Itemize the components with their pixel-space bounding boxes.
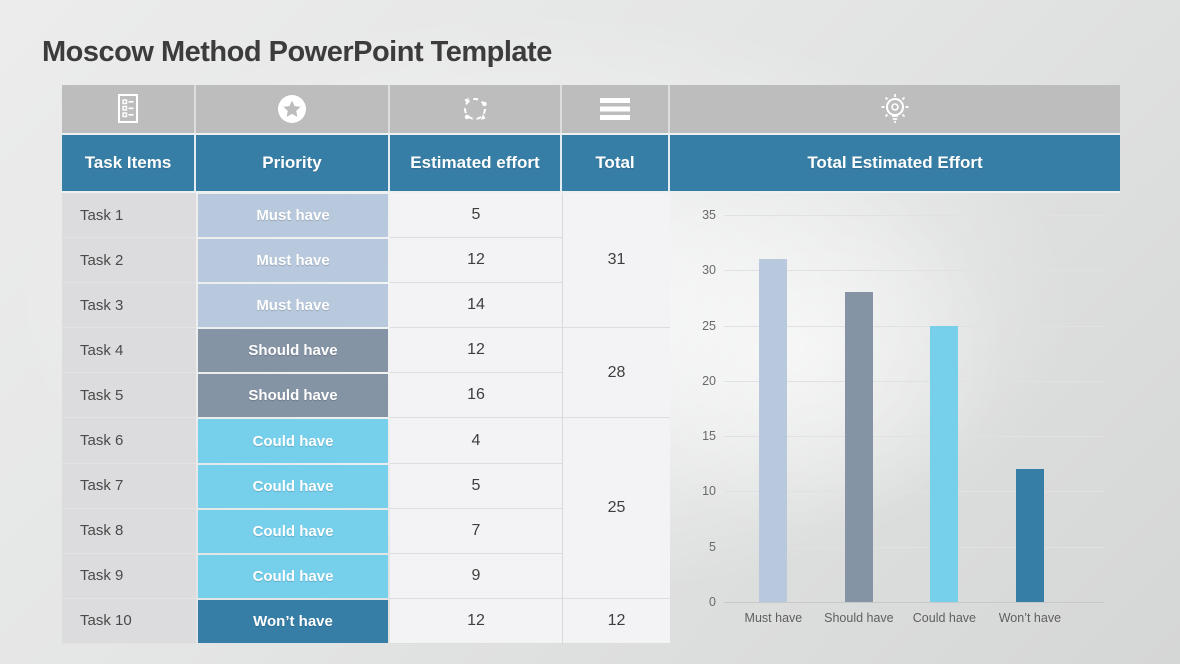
chart-bar	[844, 292, 873, 602]
effort-cell: 16	[390, 373, 562, 419]
chart-gridline	[724, 270, 1104, 272]
column-header-total: Total	[562, 133, 670, 193]
icon-cell-chart	[670, 85, 1120, 133]
icon-cell-effort	[390, 85, 562, 133]
chart-plot-area: 0 5 10 15 20 25 30 35 Must have Should have Could …	[702, 208, 1104, 625]
task-cell: Task 9	[62, 553, 196, 599]
icon-cell-total	[562, 85, 670, 133]
priority-cell: Must have	[196, 283, 390, 328]
chart-gridline	[724, 436, 1104, 438]
effort-cell: 5	[390, 463, 562, 509]
effort-cell: 9	[390, 553, 562, 599]
priority-cell: Must have	[196, 238, 390, 283]
y-axis-tick-label: 15	[702, 429, 716, 444]
y-axis-tick-label: 35	[702, 208, 716, 222]
column-header-estimated-effort: Estimated effort	[390, 133, 562, 193]
priority-chip: Could have	[198, 419, 388, 463]
chart-gridline	[724, 601, 1104, 603]
task-cell: Task 6	[62, 418, 196, 464]
priority-cell: Won’t have	[196, 599, 390, 644]
moscow-table: Task Items Priority Estimated effort Tot…	[62, 85, 1120, 644]
x-axis-category-label: Could have	[912, 610, 977, 625]
priority-chip: Could have	[198, 464, 388, 508]
effort-cell: 4	[390, 418, 562, 464]
icon-cell-priority	[196, 85, 390, 133]
y-axis-tick-label: 10	[702, 484, 716, 499]
priority-chip: Must have	[198, 284, 388, 328]
task-cell: Task 2	[62, 238, 196, 284]
priority-cell: Should have	[196, 328, 390, 373]
page-title: Moscow Method PowerPoint Template	[42, 36, 552, 68]
chart-bar	[930, 325, 959, 602]
x-axis-category-label: Should have	[824, 610, 894, 625]
chart-gridline	[724, 491, 1104, 493]
y-axis-tick-label: 5	[709, 539, 716, 554]
chart-gridline	[724, 215, 1104, 216]
x-axis-category-label: Must have	[744, 610, 803, 625]
priority-cell: Could have	[196, 509, 390, 554]
priority-chip: Should have	[198, 374, 388, 418]
sync-icon	[464, 98, 487, 120]
task-cell: Task 10	[62, 598, 196, 644]
task-cell: Task 7	[62, 463, 196, 509]
chart-bar	[1015, 469, 1044, 602]
effort-cell: 7	[390, 508, 562, 554]
column-header-priority: Priority	[196, 133, 390, 193]
priority-chip: Must have	[198, 194, 388, 238]
column-header-task-items: Task Items	[62, 133, 196, 193]
priority-chip: Could have	[198, 509, 388, 553]
task-cell: Task 8	[62, 508, 196, 554]
task-cell: Task 1	[62, 193, 196, 239]
priority-chip: Won’t have	[198, 599, 388, 643]
priority-cell: Must have	[196, 193, 390, 238]
effort-cell: 12	[390, 238, 562, 284]
total-cell: 28	[562, 328, 670, 419]
chart-bar	[759, 259, 788, 602]
priority-chip: Must have	[198, 239, 388, 283]
priority-cell: Could have	[196, 418, 390, 463]
total-cell: 31	[562, 193, 670, 329]
chart-gridline	[724, 325, 1104, 327]
y-axis-tick-label: 30	[702, 263, 716, 278]
priority-cell: Could have	[196, 464, 390, 509]
priority-chip: Should have	[198, 329, 388, 373]
menu-icon	[600, 98, 630, 120]
task-cell: Task 4	[62, 328, 196, 374]
chart-gridline	[724, 546, 1104, 548]
y-axis-tick-label: 20	[702, 373, 716, 388]
effort-cell: 14	[390, 283, 562, 329]
effort-cell: 12	[390, 328, 562, 374]
chart-header-total-estimated-effort: Total Estimated Effort	[670, 133, 1120, 193]
priority-cell: Could have	[196, 554, 390, 599]
y-axis-tick-label: 25	[702, 318, 716, 333]
bulb-icon	[881, 94, 909, 123]
task-cell: Task 3	[62, 283, 196, 329]
effort-cell: 12	[390, 598, 562, 644]
bar-chart: 0 5 10 15 20 25 30 35 Must have Should have Could …	[670, 193, 1120, 644]
x-axis-category-label: Won’t have	[998, 610, 1062, 625]
total-cell: 12	[562, 598, 670, 644]
star-icon	[278, 95, 306, 123]
priority-cell: Should have	[196, 373, 390, 418]
priority-chip: Could have	[198, 554, 388, 598]
effort-cell: 5	[390, 193, 562, 239]
chart-gridline	[724, 380, 1104, 382]
total-cell: 25	[562, 418, 670, 599]
y-axis-tick-label: 0	[709, 594, 716, 609]
task-list-icon	[118, 94, 138, 123]
icon-cell-tasks	[62, 85, 196, 133]
task-cell: Task 5	[62, 373, 196, 419]
